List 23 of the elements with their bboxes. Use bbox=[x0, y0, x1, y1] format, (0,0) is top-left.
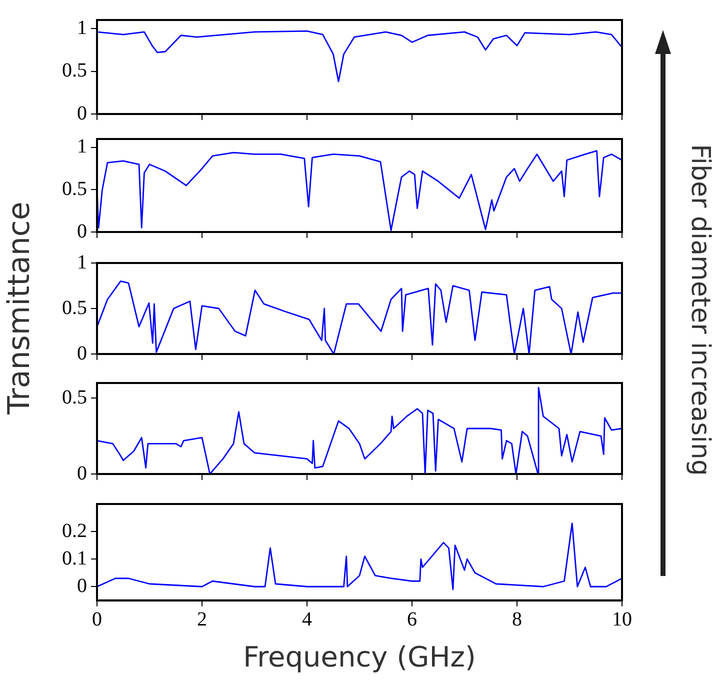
y-tick-label: 0.5 bbox=[62, 60, 87, 82]
y-tick-label: 1 bbox=[77, 16, 87, 39]
y-tick-label: 0.2 bbox=[62, 520, 87, 542]
y-tick-label: 0 bbox=[77, 462, 87, 484]
y-tick-label: 1 bbox=[77, 251, 87, 274]
x-axis-title: Frequency (GHz) bbox=[243, 640, 476, 674]
x-tick-label: 4 bbox=[302, 608, 312, 631]
text: Fiber diameter increasing bbox=[684, 143, 716, 478]
x-tick-label: 8 bbox=[512, 608, 522, 631]
x-tick-label: 10 bbox=[612, 608, 632, 631]
y-tick-label: 0 bbox=[77, 574, 87, 597]
y-tick-label: 0 bbox=[77, 342, 87, 364]
x-tick-label: 2 bbox=[197, 608, 207, 631]
y-tick-label: 0.1 bbox=[62, 547, 87, 570]
x-tick-label: 6 bbox=[407, 608, 417, 631]
y-tick-label: 0.5 bbox=[62, 386, 87, 408]
y-axis-title: Transmittance bbox=[1, 200, 38, 416]
x-tick-label: 0 bbox=[92, 608, 102, 631]
y-tick-label: 0.5 bbox=[62, 296, 87, 319]
y-tick-label: 1 bbox=[77, 136, 87, 158]
y-tick-label: 0.5 bbox=[62, 178, 87, 200]
y-tick-label: 0 bbox=[77, 102, 87, 124]
y-tick-label: 0 bbox=[77, 220, 87, 242]
